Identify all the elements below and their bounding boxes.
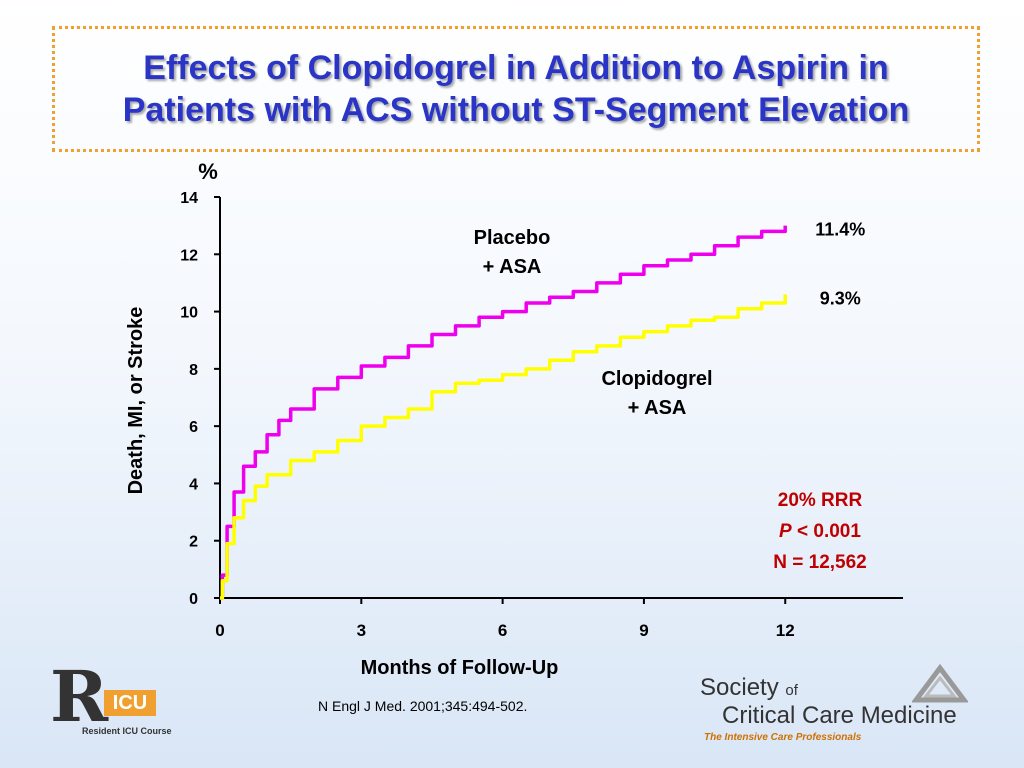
ricu-logo: R ICU Resident ICU Course bbox=[44, 662, 172, 740]
y-tick-label: 0 bbox=[189, 591, 198, 608]
slide-title: Effects of Clopidogrel in Addition to As… bbox=[123, 47, 909, 131]
chart-labels: % Months of Follow-Up Death, MI, or Stroke… bbox=[125, 159, 867, 679]
y-tick-label: 4 bbox=[189, 476, 198, 493]
sccm-triangle-icon bbox=[912, 664, 968, 703]
y-tick-label: 8 bbox=[189, 362, 198, 379]
y-axis-title: Death, MI, or Stroke bbox=[125, 307, 147, 495]
p-value-annotation: P < 0.001 bbox=[779, 521, 861, 542]
ricu-logo-subtitle: Resident ICU Course bbox=[82, 726, 172, 736]
x-tick-label: 0 bbox=[215, 621, 224, 640]
y-tick-label: 14 bbox=[180, 190, 198, 207]
sccm-logo-line1: Society of bbox=[700, 674, 798, 702]
title-line-2: Patients with ACS without ST-Segment Ele… bbox=[122, 91, 910, 129]
ricu-logo-box: ICU bbox=[104, 690, 156, 716]
placebo-series-label-line2: + ASA bbox=[483, 256, 542, 278]
sccm-logo-line2: Critical Care Medicine bbox=[722, 702, 957, 729]
y-tick-label: 6 bbox=[189, 419, 198, 436]
placebo-end-label: 11.4% bbox=[815, 220, 865, 240]
x-tick-label: 3 bbox=[357, 621, 366, 640]
sccm-society: Society bbox=[700, 674, 779, 701]
title-line-1: Effects of Clopidogrel in Addition to As… bbox=[143, 49, 889, 87]
n-annotation: N = 12,562 bbox=[773, 552, 867, 573]
ricu-logo-letter: R bbox=[50, 655, 109, 738]
x-tick-label: 12 bbox=[776, 621, 795, 640]
citation: N Engl J Med. 2001;345:494-502. bbox=[318, 698, 528, 714]
y-tick-label: 10 bbox=[180, 305, 198, 322]
clopidogrel-series-label-line2: + ASA bbox=[628, 397, 687, 419]
sccm-logo: Society of Critical Care Medicine The In… bbox=[698, 664, 998, 748]
clopidogrel-series-label-line1: Clopidogrel bbox=[601, 368, 712, 390]
y-unit-label: % bbox=[198, 159, 218, 184]
sccm-of: of bbox=[785, 682, 798, 699]
y-tick-label: 2 bbox=[189, 534, 198, 551]
placebo-series-label-line1: Placebo bbox=[474, 227, 551, 249]
title-box: Effects of Clopidogrel in Addition to As… bbox=[52, 26, 980, 152]
clopidogrel-end-label: 9.3% bbox=[820, 288, 861, 308]
x-tick-label: 6 bbox=[498, 621, 507, 640]
series-layer bbox=[220, 225, 787, 600]
placebo-series-line bbox=[220, 225, 787, 600]
x-axis-title: Months of Follow-Up bbox=[361, 657, 559, 679]
clopidogrel-series-line bbox=[220, 294, 787, 600]
rrr-annotation: 20% RRR bbox=[778, 490, 863, 511]
sccm-logo-tagline: The Intensive Care Professionals bbox=[704, 732, 862, 743]
x-tick-label: 9 bbox=[639, 621, 648, 640]
chart-axes: 0 2 4 6 8 10 12 14 0 3 6 9 12 bbox=[180, 190, 903, 640]
y-tick-label: 12 bbox=[180, 247, 198, 264]
